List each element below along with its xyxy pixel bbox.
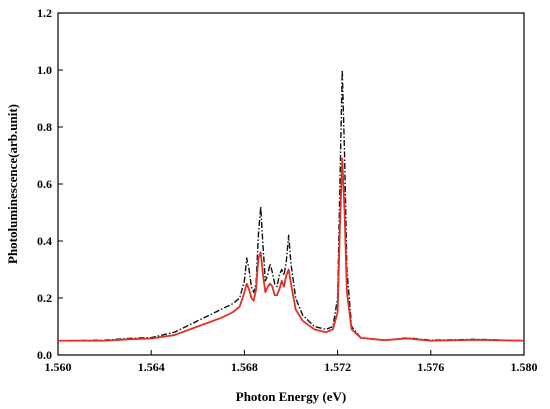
y-tick-label: 0.8 — [37, 120, 52, 134]
x-tick-label: 1.568 — [231, 360, 258, 374]
y-tick-label: 0.0 — [37, 348, 52, 362]
y-tick-label: 0.4 — [37, 234, 52, 248]
x-tick-label: 1.576 — [417, 360, 444, 374]
y-tick-label: 1.0 — [37, 63, 52, 77]
x-tick-label: 1.560 — [45, 360, 72, 374]
y-axis-ticks: 0.0 0.2 0.4 0.6 0.8 1.0 1.2 — [37, 6, 63, 362]
series-line-solid — [58, 157, 525, 342]
y-axis-title: Photoluminescence(arb.unit) — [5, 104, 20, 264]
x-axis-title: Photon Energy (eV) — [236, 389, 347, 404]
y-tick-label: 1.2 — [37, 6, 52, 20]
x-tick-label: 1.580 — [511, 360, 538, 374]
x-tick-label: 1.564 — [138, 360, 165, 374]
x-axis-ticks: 1.560 1.564 1.568 1.572 1.576 1.580 — [45, 350, 538, 374]
series-line-dashdot — [57, 69, 525, 342]
y-tick-label: 0.6 — [37, 177, 52, 191]
x-tick-label: 1.572 — [324, 360, 351, 374]
series-layer — [57, 69, 525, 342]
y-tick-label: 0.2 — [37, 291, 52, 305]
plot-frame — [57, 12, 525, 356]
